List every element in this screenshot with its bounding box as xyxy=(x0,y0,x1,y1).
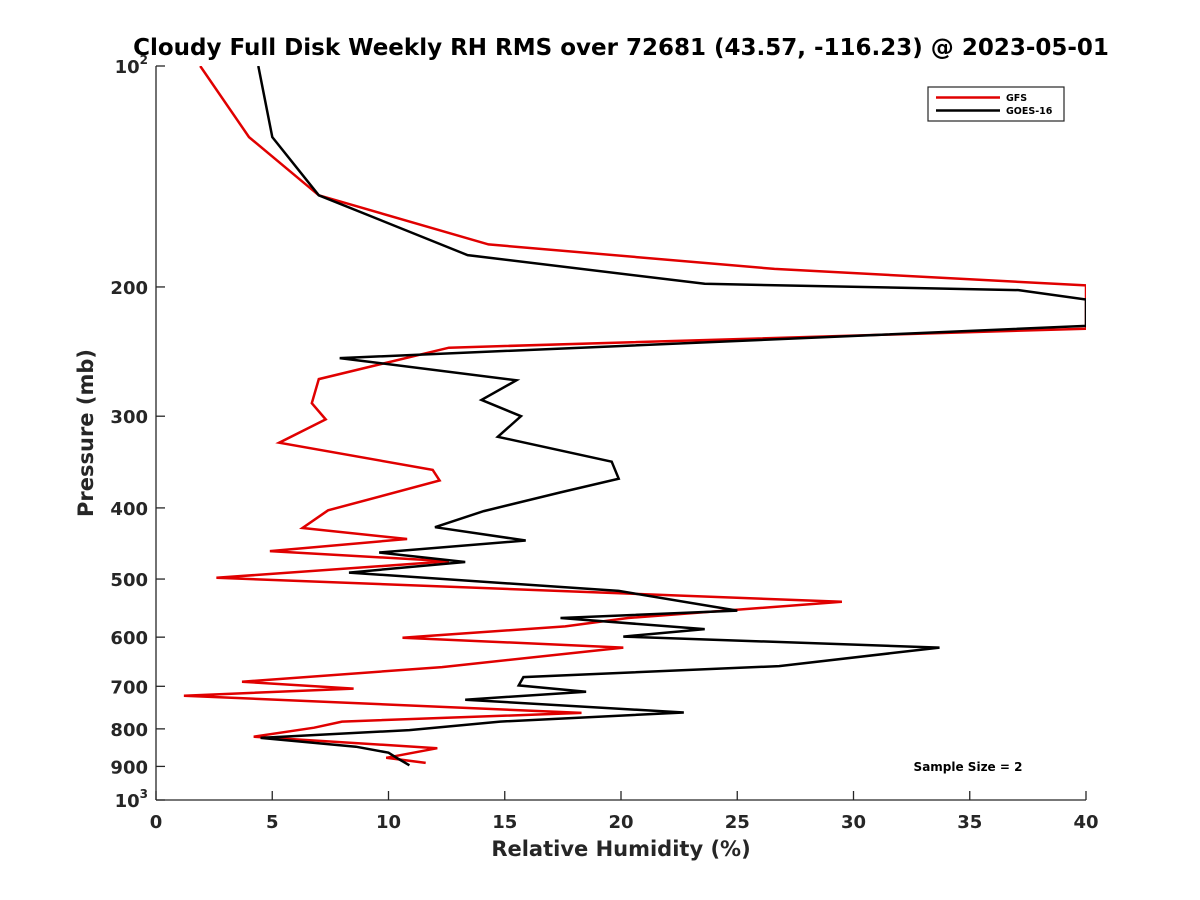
y-tick-label: 102 xyxy=(115,53,148,78)
y-tick-label: 900 xyxy=(110,757,148,778)
legend-label-goes16: GOES-16 xyxy=(1006,106,1053,117)
y-tick-label: 300 xyxy=(110,407,148,428)
series-line-gfs xyxy=(183,66,1086,765)
x-tick-label: 15 xyxy=(492,812,517,833)
y-tick-label: 600 xyxy=(110,628,148,649)
y-axis-label: Pressure (mb) xyxy=(74,349,98,517)
x-tick-label: 20 xyxy=(608,812,633,833)
series-line-goes16 xyxy=(257,66,1086,767)
sample-size-annotation: Sample Size = 2 xyxy=(914,760,1023,774)
y-tick-label: 700 xyxy=(110,677,148,698)
y-axis-ticks: 102 200 300 400 500 600 700 800 900 103 xyxy=(110,53,165,812)
x-tick-label: 0 xyxy=(150,812,163,833)
y-tick-label: 200 xyxy=(110,278,148,299)
legend-label-gfs: GFS xyxy=(1006,93,1027,104)
x-tick-label: 10 xyxy=(376,812,401,833)
y-tick-label: 103 xyxy=(115,787,148,812)
y-tick-label: 500 xyxy=(110,570,148,591)
x-axis-label: Relative Humidity (%) xyxy=(491,837,750,861)
legend: GFS GOES-16 xyxy=(927,86,1065,122)
x-tick-label: 5 xyxy=(266,812,279,833)
x-axis-ticks: 0 5 10 15 20 25 30 35 40 xyxy=(150,791,1099,833)
x-tick-label: 25 xyxy=(725,812,750,833)
legend-box xyxy=(927,86,1065,122)
y-tick-label: 400 xyxy=(110,499,148,520)
series-layer xyxy=(183,66,1086,767)
x-tick-label: 30 xyxy=(841,812,866,833)
x-tick-label: 35 xyxy=(957,812,982,833)
chart-title: Cloudy Full Disk Weekly RH RMS over 7268… xyxy=(133,35,1109,61)
y-tick-label: 800 xyxy=(110,720,148,741)
x-tick-label: 40 xyxy=(1073,812,1098,833)
